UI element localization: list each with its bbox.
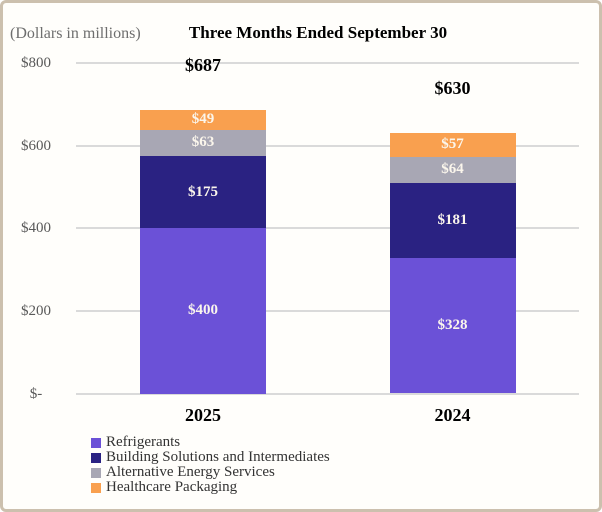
gridline <box>76 144 579 147</box>
gridline <box>76 62 579 64</box>
legend-item-healthcare-packaging: Healthcare Packaging <box>91 480 330 495</box>
legend-swatch-icon <box>91 437 101 448</box>
y-tick-label: $800 <box>21 55 51 71</box>
legend-swatch-icon <box>91 452 101 463</box>
legend-label: Building Solutions and Intermediates <box>106 449 330 465</box>
bar-segment-2024-alternative-energy-services: $64 <box>389 156 516 184</box>
category-label-2025: 2025 <box>185 404 221 425</box>
bar-segment-2024-building-solutions-and-intermediates: $181 <box>389 183 516 258</box>
segment-value-label: $49 <box>191 111 215 128</box>
legend-swatch-icon <box>91 482 101 493</box>
segment-value-label: $64 <box>441 161 464 178</box>
legend-label: Refrigerants <box>106 434 181 450</box>
segment-value-label: $181 <box>437 212 468 229</box>
segment-value-label: $400 <box>188 302 218 319</box>
category-label-2024: 2024 <box>434 404 471 425</box>
gridline <box>76 392 579 395</box>
legend-swatch-icon <box>91 467 101 478</box>
gridline <box>76 227 579 230</box>
total-label-2024: $630 <box>434 78 471 99</box>
bar-segment-2025-healthcare-packaging: $49 <box>140 109 266 130</box>
y-tick-label: $200 <box>21 302 51 319</box>
segment-value-label: $63 <box>191 134 215 151</box>
legend: Refrigerants Building Solutions and Inter… <box>91 435 330 495</box>
y-tick-label: $400 <box>21 220 51 237</box>
bar-segment-2025-building-solutions-and-intermediates: $175 <box>140 155 266 229</box>
total-label-2025: $687 <box>185 54 221 75</box>
segment-value-label: $328 <box>437 317 468 334</box>
bar-segment-2024-refrigerants: $328 <box>389 257 516 394</box>
units-note: (Dollars in millions) <box>10 25 141 42</box>
y-tick-label: $- <box>29 385 43 402</box>
legend-label: Healthcare Packaging <box>106 479 238 495</box>
y-tick-label: $600 <box>21 137 51 154</box>
legend-item-refrigerants: Refrigerants <box>91 435 330 450</box>
bar-segment-2025-refrigerants: $400 <box>140 228 266 394</box>
plot-area: $- $200 $400 $600 $800 $400 $175 $63 $49 $687 2025… <box>3 3 599 509</box>
gridline <box>76 309 579 312</box>
bar-segment-2024-healthcare-packaging: $57 <box>389 133 516 157</box>
chart-title: Three Months Ended September 30 <box>188 23 448 42</box>
legend-item-alternative-energy-services: Alternative Energy Services <box>91 465 330 480</box>
segment-value-label: $175 <box>188 183 218 200</box>
bar-segment-2025-alternative-energy-services: $63 <box>140 129 266 156</box>
legend-item-building-solutions-and-intermediates: Building Solutions and Intermediates <box>91 450 330 465</box>
segment-value-label: $57 <box>441 136 464 153</box>
legend-label: Alternative Energy Services <box>106 464 275 480</box>
